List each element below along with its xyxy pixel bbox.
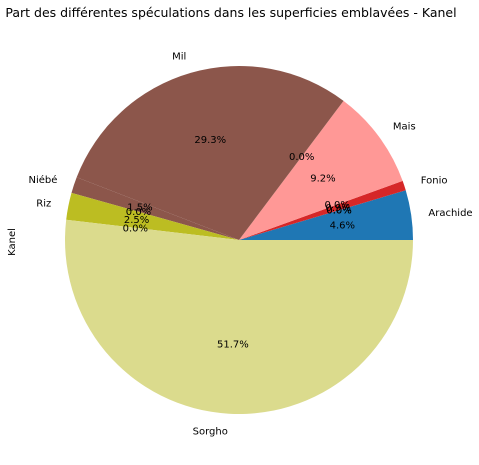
category-label: Riz [36,198,51,209]
pct-label: 0.0% [324,200,349,211]
pct-label: 1.5% [127,203,152,214]
pct-label: 0.0% [126,207,151,218]
pie-slice-fonio [239,180,406,240]
pct-label: 4.6% [330,220,355,231]
pie-slice-sorgho [65,219,413,414]
category-label: Mais [393,122,416,133]
pie-labels: 4.6%Arachide0.0%0.0%0.9%Fonio0.0%9.2%Mai… [28,51,472,437]
category-label: Arachide [428,208,472,219]
pct-label: 0.9% [325,203,350,214]
pct-label: 0.0% [326,206,351,217]
pct-label: 51.7% [217,340,249,351]
category-label: Mil [172,51,186,62]
pct-label: 0.0% [123,223,148,234]
pie-slice-arachide [239,190,413,240]
pie-slice-mais [239,100,403,241]
category-label: Sorgho [193,427,228,438]
pie-slice-niébé [71,177,239,240]
pct-label: 0.0% [289,152,314,163]
pct-label: 9.2% [310,173,335,184]
pct-label: 0.0% [326,206,351,217]
chart-title: Part des différentes spéculations dans l… [5,5,456,20]
pie-slices [65,65,413,414]
category-label: Niébé [28,174,57,186]
pct-label: 29.3% [194,135,226,146]
pie-slice-riz [66,192,239,240]
y-axis-label: Kanel [7,228,18,256]
pct-label: 2.5% [124,215,149,226]
pie-slice-mil [76,65,344,240]
category-label: Fonio [421,176,448,187]
